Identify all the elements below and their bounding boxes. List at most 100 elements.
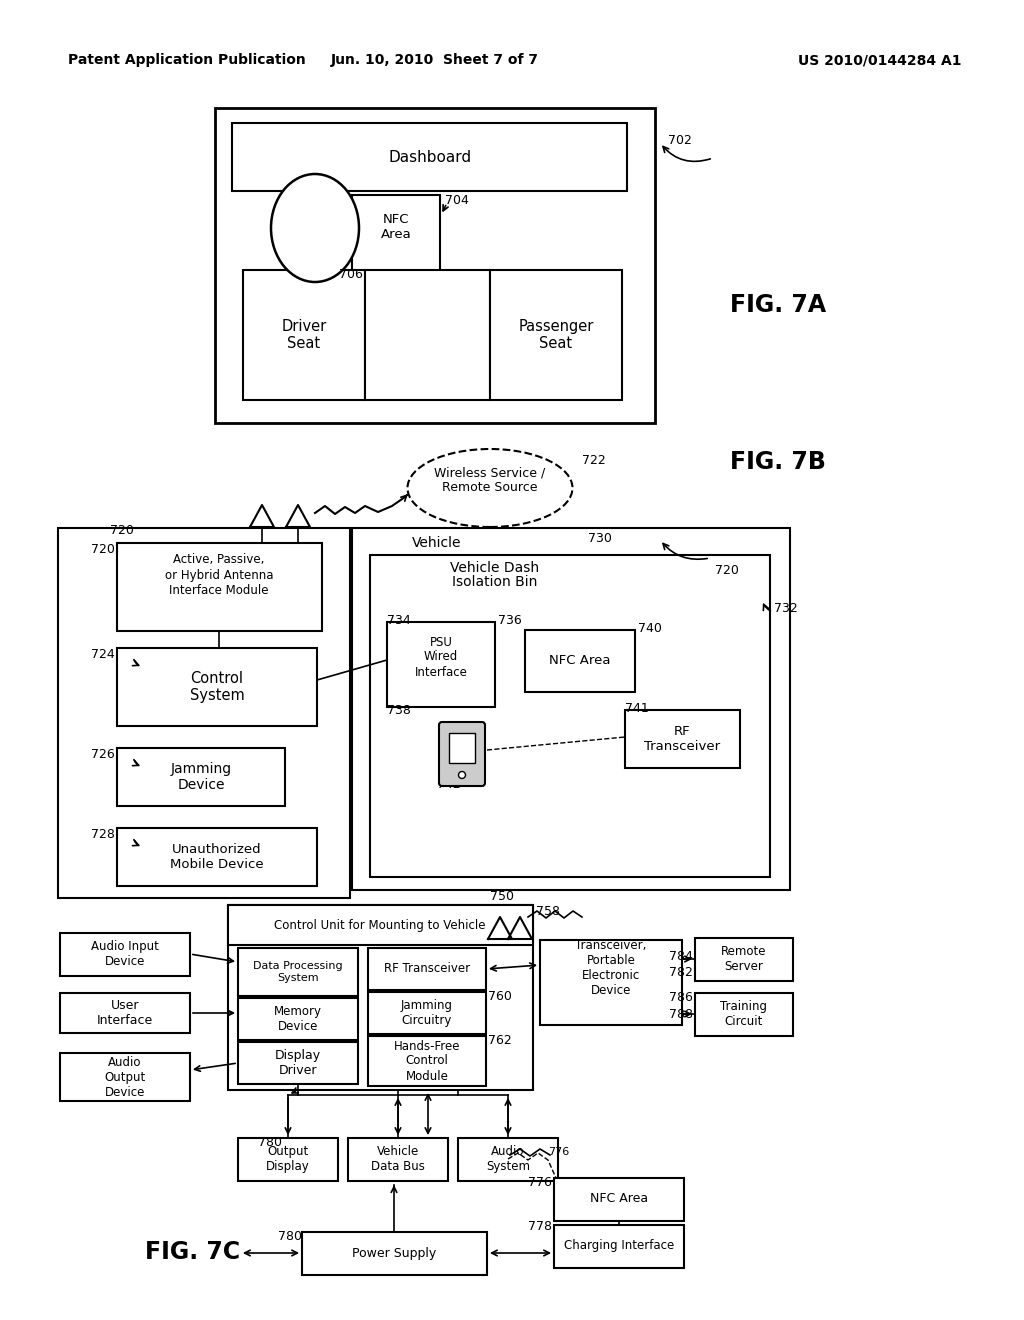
Bar [540, 940, 682, 1026]
Text: Control Unit for Mounting to Vehicle: Control Unit for Mounting to Vehicle [274, 919, 485, 932]
Text: Unauthorized
Mobile Device: Unauthorized Mobile Device [170, 843, 264, 871]
Text: 741: 741 [625, 701, 649, 714]
Bar [370, 554, 770, 876]
Bar [60, 933, 190, 975]
Bar [117, 648, 317, 726]
Text: Driver
Seat: Driver Seat [282, 319, 327, 351]
Bar [238, 998, 358, 1040]
Text: FIG. 7C: FIG. 7C [145, 1239, 240, 1265]
Text: Isolation Bin: Isolation Bin [453, 576, 538, 589]
Text: Audio
Output
Device: Audio Output Device [104, 1056, 145, 1098]
Bar [238, 1041, 358, 1084]
Bar [243, 271, 365, 400]
Text: Vehicle: Vehicle [412, 536, 462, 550]
Text: Wireless Service /
Remote Source: Wireless Service / Remote Source [434, 466, 546, 494]
Bar [368, 948, 486, 990]
Bar [238, 1138, 338, 1181]
Text: 742: 742 [437, 779, 461, 792]
Text: 776: 776 [548, 1147, 569, 1158]
Ellipse shape [459, 771, 466, 779]
Text: Power Supply: Power Supply [352, 1246, 436, 1259]
Text: NFC Area: NFC Area [590, 1192, 648, 1205]
Text: FIG. 7B: FIG. 7B [730, 450, 826, 474]
Text: Remote
Server: Remote Server [721, 945, 767, 973]
Text: Charging Interface: Charging Interface [564, 1239, 674, 1253]
Text: 726: 726 [91, 748, 115, 762]
Text: Audio
System: Audio System [486, 1144, 530, 1173]
Text: FIG. 7A: FIG. 7A [730, 293, 826, 317]
Text: NFC Area: NFC Area [549, 655, 610, 668]
Text: 778: 778 [528, 1220, 552, 1233]
Bar [365, 271, 490, 400]
Bar [554, 1177, 684, 1221]
Text: 780: 780 [278, 1230, 302, 1243]
Text: 788: 788 [669, 1008, 693, 1022]
Text: Vehicle Dash: Vehicle Dash [451, 561, 540, 576]
Text: Patent Application Publication: Patent Application Publication [68, 53, 306, 67]
Text: Transceiver,
Portable
Electronic
Device: Transceiver, Portable Electronic Device [575, 939, 647, 997]
Text: 738: 738 [387, 704, 411, 717]
Bar [490, 271, 622, 400]
Bar [525, 630, 635, 692]
Text: 722: 722 [582, 454, 606, 467]
Text: Training
Circuit: Training Circuit [721, 1001, 768, 1028]
Text: Jamming
Circuitry: Jamming Circuitry [401, 999, 453, 1027]
Bar [238, 948, 358, 997]
Text: NFC
Area: NFC Area [381, 213, 412, 242]
Text: 750: 750 [490, 891, 514, 903]
Bar [228, 906, 534, 945]
Text: US 2010/0144284 A1: US 2010/0144284 A1 [799, 53, 962, 67]
Bar [458, 1138, 558, 1181]
Bar [695, 939, 793, 981]
Text: Vehicle
Data Bus: Vehicle Data Bus [371, 1144, 425, 1173]
Text: Dashboard: Dashboard [388, 150, 472, 165]
Text: Audio Input
Device: Audio Input Device [91, 940, 159, 968]
Bar [232, 123, 627, 191]
Text: Control
System: Control System [189, 671, 245, 704]
Text: 706: 706 [339, 268, 362, 281]
Bar [368, 1036, 486, 1086]
Text: 702: 702 [668, 133, 692, 147]
Bar [117, 748, 285, 807]
Ellipse shape [271, 174, 359, 282]
Text: 780: 780 [258, 1137, 282, 1148]
Text: Memory
Device: Memory Device [274, 1005, 322, 1034]
Bar [348, 1138, 449, 1181]
Text: 720: 720 [91, 543, 115, 556]
Bar [60, 1053, 190, 1101]
Bar [352, 195, 440, 275]
Text: Output
Display: Output Display [266, 1144, 310, 1173]
Ellipse shape [408, 449, 572, 527]
Bar [215, 108, 655, 422]
Text: 782: 782 [669, 965, 693, 978]
Text: 720: 720 [715, 564, 739, 577]
Text: 762: 762 [488, 1034, 512, 1047]
Bar [695, 993, 793, 1036]
Text: 740: 740 [638, 622, 662, 635]
Text: 786: 786 [669, 991, 693, 1005]
Text: Data Processing
System: Data Processing System [253, 961, 343, 983]
FancyBboxPatch shape [439, 722, 485, 785]
Bar [449, 733, 475, 763]
Text: 776: 776 [528, 1176, 552, 1189]
Text: Hands-Free
Control
Module: Hands-Free Control Module [394, 1040, 460, 1082]
Text: PSU
Wired
Interface: PSU Wired Interface [415, 635, 467, 678]
Text: RF
Transceiver: RF Transceiver [644, 725, 720, 752]
Bar [352, 528, 790, 890]
Text: 760: 760 [488, 990, 512, 1003]
Bar [368, 993, 486, 1034]
Text: 704: 704 [445, 194, 469, 206]
Text: RF Transceiver: RF Transceiver [384, 962, 470, 975]
Bar [117, 828, 317, 886]
Bar [554, 1225, 684, 1269]
Bar [117, 543, 322, 631]
Bar [302, 1232, 487, 1275]
Text: 758: 758 [536, 906, 560, 917]
Text: Jamming
Device: Jamming Device [170, 762, 231, 792]
Bar [387, 622, 495, 708]
Bar [228, 906, 534, 1090]
Text: Passenger
Seat: Passenger Seat [518, 319, 594, 351]
Bar [60, 993, 190, 1034]
Text: Active, Passive,
or Hybrid Antenna
Interface Module: Active, Passive, or Hybrid Antenna Inter… [165, 553, 273, 597]
Text: User
Interface: User Interface [97, 999, 154, 1027]
